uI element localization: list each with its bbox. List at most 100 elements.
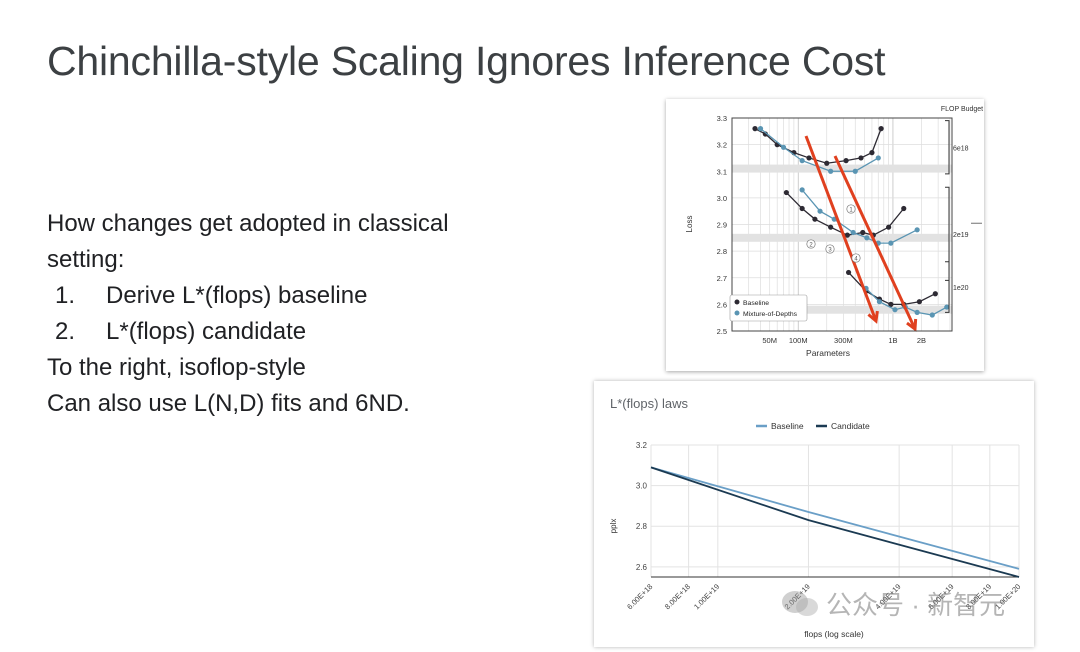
data-point bbox=[914, 309, 920, 315]
y-tick-label: 2.5 bbox=[717, 327, 727, 336]
red-arrow-head bbox=[906, 318, 918, 332]
isoflop-figure: 1 2 3 4 3.3 3.2 3.1 3.0 2.9 2.8 2.7 2.6 2.5 50M 100M 3… bbox=[666, 99, 984, 371]
red-arrow-head bbox=[867, 310, 879, 324]
intro-line-1: How changes get adopted in classical bbox=[47, 210, 449, 237]
data-point bbox=[860, 229, 866, 236]
minimum-band bbox=[732, 233, 952, 242]
annotation-marker bbox=[806, 239, 816, 249]
data-point bbox=[869, 150, 875, 156]
y-axis-label: pplx bbox=[609, 519, 618, 534]
flops-laws-figure: L*(flops) laws Baseline Candidate 3.2 3.0… bbox=[594, 381, 1034, 647]
data-point bbox=[916, 299, 922, 305]
x-tick-label: 8.00E+18 bbox=[663, 582, 692, 611]
y-tick-label: 3.3 bbox=[717, 114, 727, 123]
red-arrow bbox=[833, 155, 917, 330]
data-point bbox=[752, 126, 758, 132]
data-point bbox=[843, 158, 849, 164]
y-tick-label: 3.2 bbox=[636, 441, 648, 450]
x-tick-label: 100M bbox=[789, 336, 808, 345]
data-point bbox=[892, 307, 898, 313]
y-tick-label: 3.2 bbox=[717, 141, 727, 150]
data-point bbox=[799, 158, 805, 164]
data-point bbox=[762, 131, 768, 137]
series-line bbox=[785, 192, 905, 236]
data-point bbox=[812, 216, 818, 222]
data-point bbox=[799, 187, 805, 193]
budget-label: 2e19 bbox=[953, 232, 969, 239]
budget-bracket bbox=[945, 261, 950, 313]
annotation-label: 4 bbox=[854, 256, 858, 262]
data-point bbox=[929, 312, 935, 318]
y-tick-label: 2.8 bbox=[717, 247, 727, 256]
note-line-1: To the right, isoflop-style bbox=[47, 354, 306, 381]
y-tick-label: 3.0 bbox=[636, 482, 648, 491]
legend-swatch-baseline bbox=[734, 299, 740, 305]
red-arrow bbox=[804, 135, 878, 322]
minimum-band bbox=[732, 305, 952, 314]
x-tick-label: 1.00E+19 bbox=[692, 582, 721, 611]
data-point bbox=[806, 155, 812, 161]
series-line bbox=[754, 128, 882, 164]
flops-laws-chart: L*(flops) laws Baseline Candidate 3.2 3.0… bbox=[609, 396, 1022, 639]
list-number: 1. bbox=[55, 282, 76, 309]
plot-frame bbox=[731, 117, 953, 332]
annotation-label: 3 bbox=[828, 247, 832, 253]
data-point bbox=[932, 291, 938, 297]
annotation-label: 1 bbox=[849, 207, 853, 213]
list-text: L*(flops) candidate bbox=[106, 318, 307, 345]
data-point bbox=[852, 168, 858, 174]
data-point bbox=[850, 229, 856, 236]
data-point bbox=[817, 208, 823, 214]
slide-title: Chinchilla-style Scaling Ignores Inferen… bbox=[47, 38, 886, 84]
data-point bbox=[783, 189, 789, 196]
data-point bbox=[828, 168, 834, 174]
series-line bbox=[650, 466, 1020, 570]
data-point bbox=[757, 126, 764, 132]
chart-title: L*(flops) laws bbox=[610, 396, 689, 411]
wechat-icon bbox=[782, 590, 818, 616]
x-tick-label: 50M bbox=[762, 336, 777, 345]
legend-swatch-mod bbox=[734, 310, 740, 316]
y-tick-label: 2.6 bbox=[636, 563, 648, 572]
watermark: 公众号 · 新智元 bbox=[780, 585, 1005, 622]
data-point bbox=[864, 235, 870, 241]
intro-line-2: setting: bbox=[47, 246, 125, 273]
legend-label-baseline: Baseline bbox=[743, 300, 769, 307]
data-point bbox=[780, 144, 787, 150]
chart-legend: Baseline Candidate bbox=[756, 421, 870, 431]
data-point bbox=[944, 304, 950, 310]
data-point bbox=[886, 224, 892, 230]
flop-budget-title: FLOP Budget bbox=[941, 106, 983, 113]
data-point bbox=[876, 299, 883, 305]
data-point bbox=[845, 269, 852, 276]
x-axis-label: flops (log scale) bbox=[804, 629, 864, 639]
y-tick-label: 2.7 bbox=[717, 274, 727, 283]
isoflop-chart: 1 2 3 4 3.3 3.2 3.1 3.0 2.9 2.8 2.7 2.6 2.5 50M 100M 3… bbox=[685, 106, 983, 358]
data-point bbox=[888, 240, 894, 246]
x-tick-label: 300M bbox=[834, 336, 853, 345]
y-tick-label: 3.0 bbox=[717, 194, 727, 203]
data-point bbox=[914, 227, 920, 233]
budget-label: 6e18 bbox=[953, 145, 969, 152]
data-point bbox=[875, 155, 881, 161]
budget-bracket bbox=[945, 120, 950, 175]
annotation-marker bbox=[825, 244, 835, 254]
budget-bracket bbox=[945, 186, 950, 281]
data-point bbox=[844, 232, 850, 238]
data-point bbox=[878, 126, 884, 132]
list-number: 2. bbox=[55, 318, 76, 345]
note-line-2: Can also use L(N,D) fits and 6ND. bbox=[47, 390, 410, 417]
data-point bbox=[824, 160, 830, 166]
legend-label-baseline: Baseline bbox=[771, 421, 804, 431]
y-tick-label: 3.1 bbox=[717, 167, 727, 176]
series-line bbox=[650, 466, 1020, 578]
data-point bbox=[888, 301, 894, 307]
y-tick-label: 2.9 bbox=[717, 221, 727, 230]
x-tick-label: 1B bbox=[888, 336, 897, 345]
data-point bbox=[828, 224, 834, 230]
list-item: 2. L*(flops) candidate bbox=[47, 314, 547, 350]
data-point bbox=[901, 205, 907, 212]
budget-label: 1e20 bbox=[953, 285, 969, 292]
chart-legend: Baseline Mixture-of-Depths bbox=[729, 294, 808, 322]
y-tick-label: 2.6 bbox=[717, 300, 727, 309]
